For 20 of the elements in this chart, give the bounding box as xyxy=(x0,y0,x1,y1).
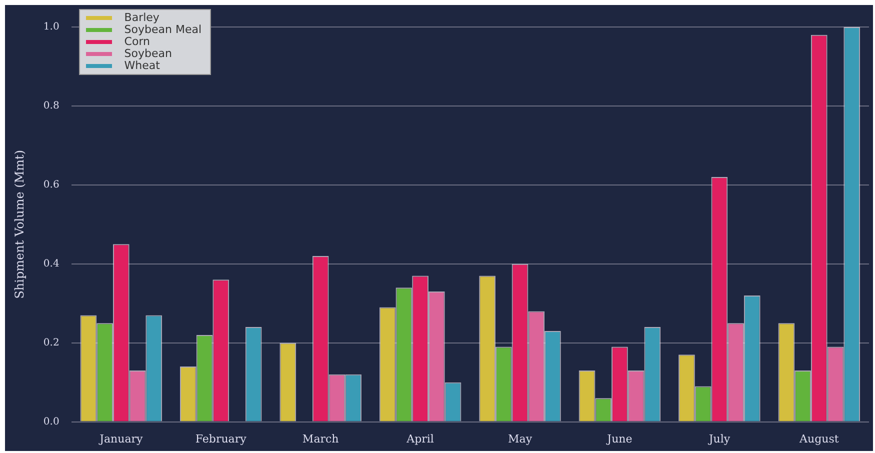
x-tick-label: January xyxy=(98,432,144,446)
y-tick-label: 1.0 xyxy=(43,22,60,33)
x-tick-label: August xyxy=(798,432,840,446)
x-tick-label: March xyxy=(302,432,339,446)
y-tick-label: 0.4 xyxy=(43,258,60,270)
x-tick-label: February xyxy=(195,432,248,446)
legend-label: Corn xyxy=(124,35,150,48)
y-tick-label: 0.0 xyxy=(43,416,60,428)
legend-label: Barley xyxy=(124,11,160,24)
x-tick-label: May xyxy=(508,432,533,446)
y-tick-label: 0.6 xyxy=(43,180,60,191)
x-tick-label: July xyxy=(708,432,731,446)
x-tick-label: June xyxy=(606,432,632,446)
x-tick-label: April xyxy=(406,432,434,446)
y-tick-label: 0.8 xyxy=(43,100,60,112)
legend-label: Wheat xyxy=(124,59,160,72)
y-tick-label: 0.2 xyxy=(43,337,60,348)
y-axis-title: Shipment Volume (Mmt) xyxy=(12,150,26,299)
legend-label: Soybean xyxy=(124,47,172,60)
legend-label: Soybean Meal xyxy=(124,23,202,36)
